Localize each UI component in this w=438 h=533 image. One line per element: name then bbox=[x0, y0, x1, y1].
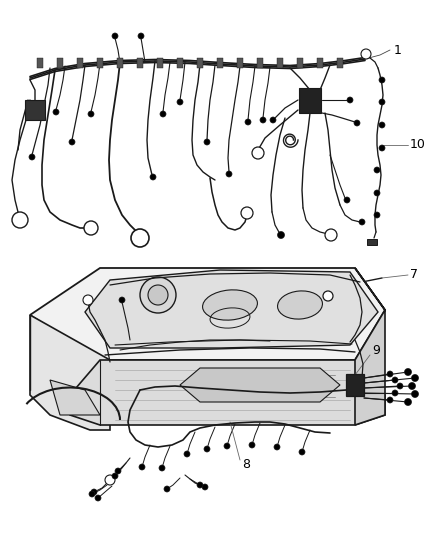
Circle shape bbox=[245, 119, 251, 125]
Bar bbox=[77, 58, 83, 68]
Text: 7: 7 bbox=[410, 269, 418, 281]
Bar bbox=[25, 100, 45, 120]
Circle shape bbox=[354, 120, 360, 126]
Polygon shape bbox=[355, 268, 385, 425]
Circle shape bbox=[139, 464, 145, 470]
Bar bbox=[217, 58, 223, 68]
Circle shape bbox=[249, 442, 255, 448]
Polygon shape bbox=[50, 380, 100, 415]
Bar bbox=[299, 87, 321, 112]
Circle shape bbox=[224, 443, 230, 449]
Bar bbox=[97, 58, 103, 68]
Bar bbox=[297, 58, 303, 68]
Ellipse shape bbox=[278, 291, 322, 319]
Circle shape bbox=[379, 77, 385, 83]
Circle shape bbox=[226, 171, 232, 177]
Circle shape bbox=[88, 111, 94, 117]
Bar bbox=[57, 58, 63, 68]
Bar bbox=[197, 58, 203, 68]
Circle shape bbox=[69, 139, 75, 145]
Bar bbox=[346, 374, 364, 396]
Circle shape bbox=[138, 33, 144, 39]
Circle shape bbox=[374, 212, 380, 218]
Polygon shape bbox=[180, 368, 340, 402]
Circle shape bbox=[119, 297, 125, 303]
Circle shape bbox=[160, 111, 166, 117]
Circle shape bbox=[184, 451, 190, 457]
Bar bbox=[137, 58, 143, 68]
Text: 9: 9 bbox=[372, 343, 380, 357]
Circle shape bbox=[405, 368, 411, 376]
Text: 1: 1 bbox=[394, 44, 402, 56]
Bar bbox=[277, 58, 283, 68]
Circle shape bbox=[164, 486, 170, 492]
Bar bbox=[367, 239, 377, 245]
Circle shape bbox=[405, 399, 411, 406]
Circle shape bbox=[89, 491, 95, 497]
Circle shape bbox=[29, 154, 35, 160]
Circle shape bbox=[379, 122, 385, 128]
Circle shape bbox=[347, 97, 353, 103]
Bar bbox=[117, 58, 123, 68]
Circle shape bbox=[392, 390, 398, 396]
Circle shape bbox=[260, 117, 266, 123]
Circle shape bbox=[112, 33, 118, 39]
Circle shape bbox=[325, 229, 337, 241]
Circle shape bbox=[274, 444, 280, 450]
Circle shape bbox=[409, 383, 416, 390]
Circle shape bbox=[374, 190, 380, 196]
Circle shape bbox=[241, 207, 253, 219]
Polygon shape bbox=[30, 268, 385, 360]
Circle shape bbox=[159, 465, 165, 471]
Polygon shape bbox=[85, 270, 378, 348]
Circle shape bbox=[105, 475, 115, 485]
Text: 8: 8 bbox=[242, 458, 250, 472]
Circle shape bbox=[299, 449, 305, 455]
Circle shape bbox=[150, 174, 156, 180]
Circle shape bbox=[397, 383, 403, 389]
Circle shape bbox=[411, 391, 418, 398]
Circle shape bbox=[379, 145, 385, 151]
Circle shape bbox=[177, 99, 183, 105]
Circle shape bbox=[91, 489, 97, 495]
Text: 10: 10 bbox=[410, 139, 426, 151]
Circle shape bbox=[387, 371, 393, 377]
Circle shape bbox=[197, 482, 203, 488]
Circle shape bbox=[379, 99, 385, 105]
Circle shape bbox=[359, 219, 365, 225]
Bar bbox=[337, 58, 343, 68]
Circle shape bbox=[204, 139, 210, 145]
Polygon shape bbox=[70, 360, 385, 425]
Bar bbox=[177, 58, 183, 68]
Circle shape bbox=[374, 167, 380, 173]
Circle shape bbox=[115, 468, 121, 474]
Circle shape bbox=[387, 397, 393, 403]
Circle shape bbox=[53, 109, 59, 115]
Circle shape bbox=[204, 446, 210, 452]
Circle shape bbox=[148, 285, 168, 305]
Circle shape bbox=[344, 197, 350, 203]
Ellipse shape bbox=[202, 290, 258, 320]
Circle shape bbox=[278, 231, 285, 238]
Circle shape bbox=[131, 229, 149, 247]
Circle shape bbox=[140, 277, 176, 313]
Circle shape bbox=[202, 484, 208, 490]
Circle shape bbox=[323, 291, 333, 301]
Circle shape bbox=[84, 221, 98, 235]
Circle shape bbox=[361, 49, 371, 59]
Circle shape bbox=[270, 117, 276, 123]
Circle shape bbox=[12, 212, 28, 228]
Circle shape bbox=[83, 295, 93, 305]
Bar bbox=[317, 58, 323, 68]
Circle shape bbox=[392, 377, 398, 383]
Bar bbox=[37, 58, 43, 68]
Polygon shape bbox=[30, 315, 110, 430]
Bar bbox=[157, 58, 163, 68]
Bar bbox=[257, 58, 263, 68]
Circle shape bbox=[252, 147, 264, 159]
Circle shape bbox=[95, 495, 101, 501]
Bar bbox=[237, 58, 243, 68]
Circle shape bbox=[411, 375, 418, 382]
Circle shape bbox=[112, 473, 118, 479]
